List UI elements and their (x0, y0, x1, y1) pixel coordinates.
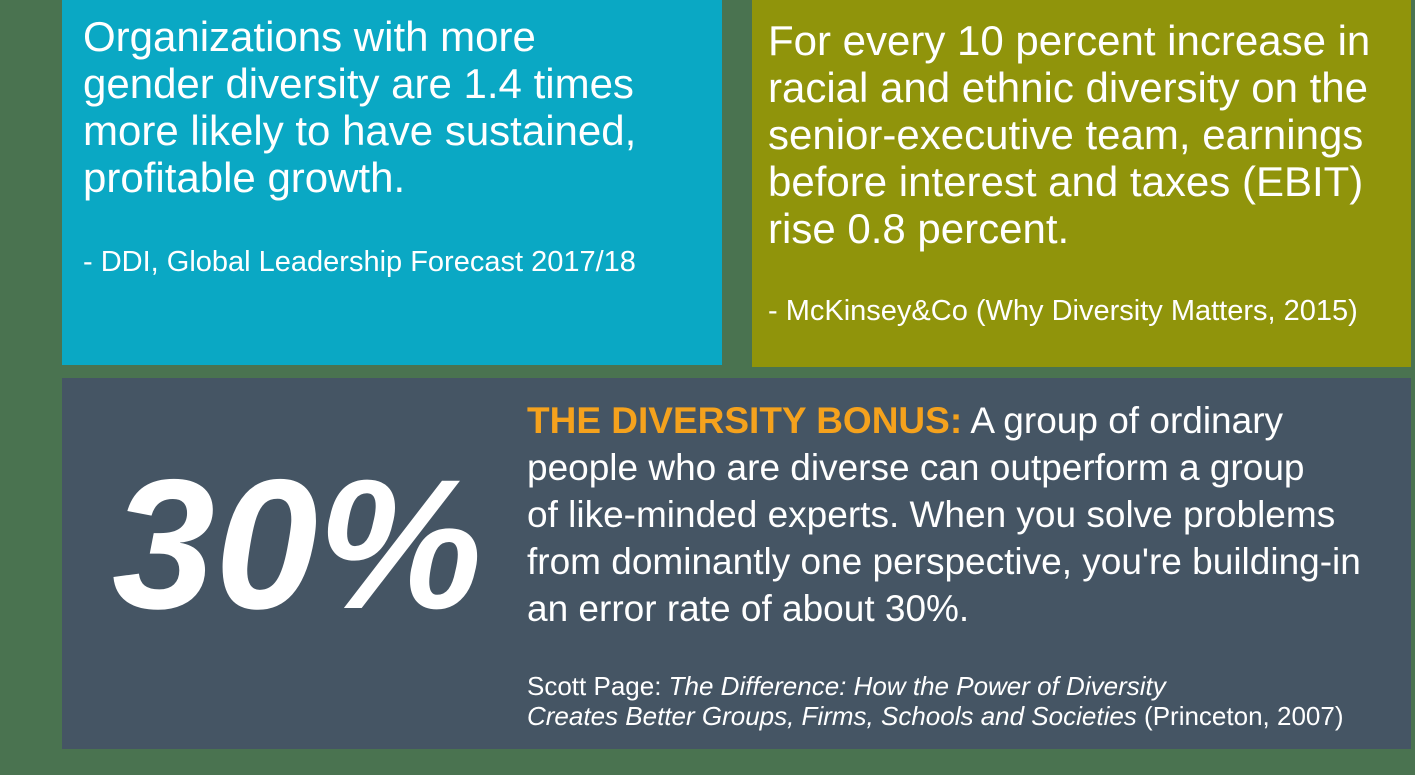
gender-diversity-quote: Organizations with more gender diversity… (83, 13, 637, 201)
citation-author: Scott Page: (527, 671, 669, 701)
scott-page-citation: Scott Page: The Difference: How the Powe… (527, 671, 1412, 731)
ethnic-diversity-quote: For every 10 percent increase in racial … (768, 17, 1371, 252)
ethnic-diversity-stat-card: For every 10 percent increase in racial … (752, 0, 1411, 367)
gender-diversity-stat-card: Organizations with more gender diversity… (62, 0, 722, 365)
thirty-percent-statistic: 30% (112, 442, 483, 648)
diversity-bonus-paragraph: THE DIVERSITY BONUS: A group of ordinary… (527, 397, 1412, 632)
diversity-bonus-body: A group of ordinary people who are diver… (527, 400, 1361, 629)
ethnic-diversity-attribution: - McKinsey&Co (Why Diversity Matters, 20… (768, 295, 1358, 327)
diversity-bonus-heading: THE DIVERSITY BONUS: (527, 400, 963, 441)
gender-diversity-attribution: - DDI, Global Leadership Forecast 2017/1… (83, 246, 636, 278)
citation-book-title: The Difference: How the Power of Diversi… (527, 671, 1166, 731)
citation-publisher: (Princeton, 2007) (1136, 701, 1344, 731)
diversity-bonus-card: 30% THE DIVERSITY BONUS: A group of ordi… (62, 378, 1411, 749)
